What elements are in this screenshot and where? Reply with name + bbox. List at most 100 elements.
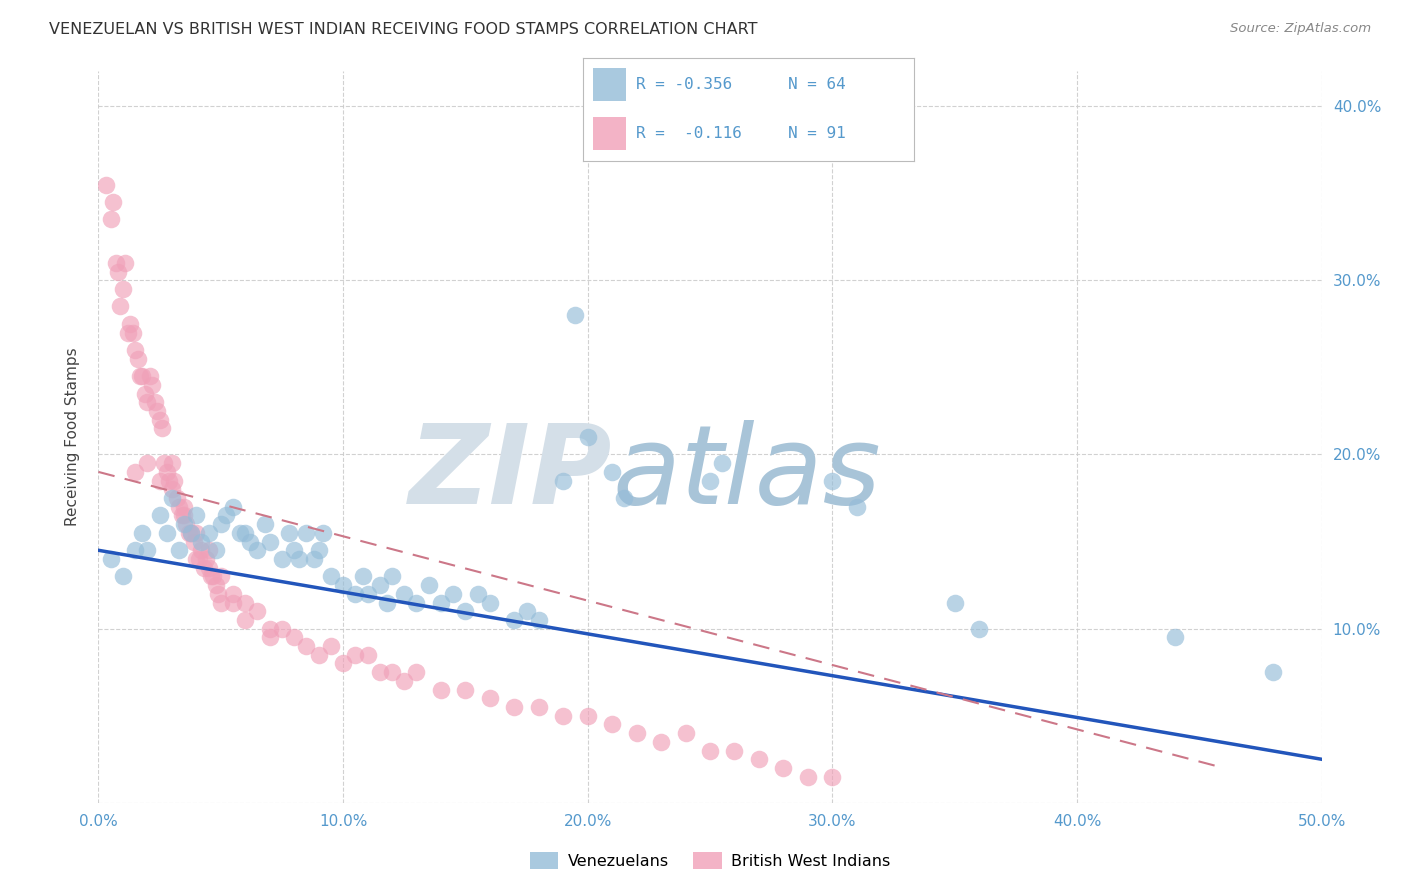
Point [392,587,416,601]
Point [553,474,575,488]
Point [190,543,212,558]
Point [111,282,134,296]
Point [160,491,183,505]
Point [222,595,245,609]
Point [375,595,398,609]
Point [143,395,166,409]
Point [186,552,208,566]
Point [943,595,966,609]
Point [166,491,188,505]
Point [295,639,318,653]
Point [613,491,636,505]
Point [197,525,219,540]
Point [156,525,179,540]
Point [190,534,212,549]
Point [772,761,794,775]
Point [626,726,648,740]
Point [134,386,156,401]
Point [259,631,281,645]
Point [344,587,367,601]
Point [283,543,305,558]
Point [797,770,820,784]
Point [173,500,195,514]
Text: VENEZUELAN VS BRITISH WEST INDIAN RECEIVING FOOD STAMPS CORRELATION CHART: VENEZUELAN VS BRITISH WEST INDIAN RECEIV… [49,22,758,37]
Point [209,595,232,609]
Y-axis label: Receiving Food Stamps: Receiving Food Stamps [65,348,80,526]
Point [405,595,427,609]
Point [1261,665,1284,680]
Point [180,525,202,540]
Point [259,534,281,549]
Point [515,604,537,618]
Point [246,604,269,618]
Point [430,595,453,609]
Point [139,369,162,384]
Point [381,665,404,680]
Point [173,508,195,523]
Point [101,194,124,209]
Point [253,517,276,532]
Point [197,543,219,558]
Point [177,525,200,540]
Text: ZIP: ZIP [409,420,612,527]
Legend: Venezuelans, British West Indians: Venezuelans, British West Indians [523,846,897,875]
Point [302,552,325,566]
Point [111,569,134,583]
Point [233,595,256,609]
Point [392,673,416,688]
Point [124,465,146,479]
Point [163,474,186,488]
Point [381,569,404,583]
Point [214,508,236,523]
Point [308,543,330,558]
Point [699,743,721,757]
Point [209,569,232,583]
Point [160,456,183,470]
Point [600,465,623,479]
Point [967,622,990,636]
Point [288,552,311,566]
Point [332,657,354,671]
Point [136,456,159,470]
Point [160,483,183,497]
Point [344,648,367,662]
Point [270,552,294,566]
Point [356,587,378,601]
Point [107,265,129,279]
Point [120,317,142,331]
Point [117,326,139,340]
Point [319,639,342,653]
Point [319,569,342,583]
Point [153,456,176,470]
Point [454,682,477,697]
Point [650,735,672,749]
Text: R =  -0.116: R = -0.116 [637,127,742,142]
Point [100,552,122,566]
Point [527,700,550,714]
Point [239,534,262,549]
Point [821,770,844,784]
Point [156,465,179,479]
Point [368,578,391,592]
Point [748,752,770,766]
Point [312,525,335,540]
Text: N = 91: N = 91 [789,127,846,142]
Point [270,622,294,636]
Point [222,587,245,601]
Point [100,212,122,227]
Point [197,560,219,574]
Point [209,517,232,532]
Point [467,587,489,601]
Point [94,178,117,192]
Point [200,569,222,583]
Point [503,700,526,714]
Point [136,543,159,558]
Point [454,604,477,618]
Point [278,525,301,540]
Point [478,595,501,609]
Point [124,343,146,357]
Point [295,525,318,540]
Point [193,560,215,574]
Point [186,508,208,523]
Point [104,256,127,270]
